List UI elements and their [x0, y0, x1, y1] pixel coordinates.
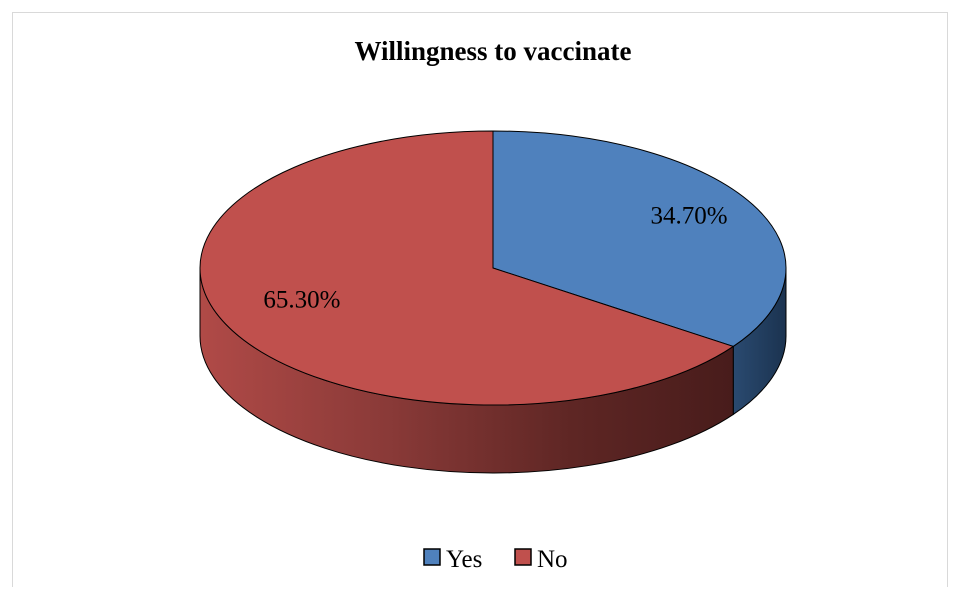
pie-slice-no — [199, 130, 735, 406]
pie-labels-group: 34.70% 65.30% — [263, 203, 727, 314]
data-label-no: 65.30% — [263, 286, 340, 313]
chart-frame — [12, 12, 948, 587]
legend-label-no: No — [537, 546, 568, 573]
chart-title: Willingness to vaccinate — [354, 36, 631, 66]
legend-swatch-no — [514, 548, 532, 566]
pie-top-group — [199, 130, 787, 406]
legend-swatch-yes — [423, 548, 441, 566]
pie-slice-yes — [492, 130, 787, 347]
data-label-yes: 34.70% — [651, 203, 728, 230]
legend: Yes No — [423, 546, 568, 573]
legend-label-yes: Yes — [446, 546, 482, 573]
